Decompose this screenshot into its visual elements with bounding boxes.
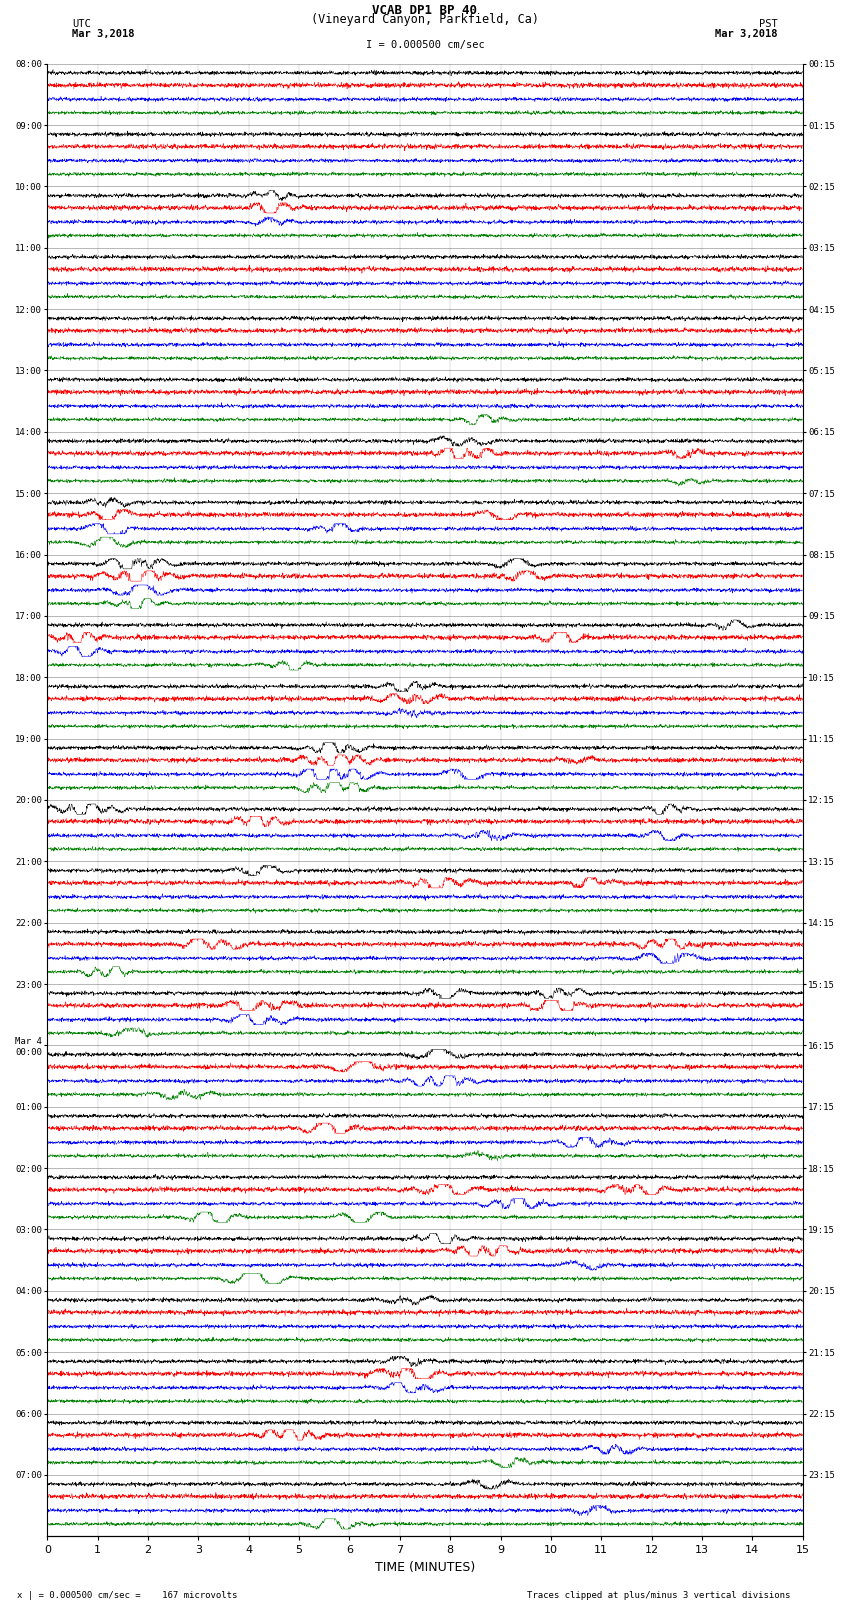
Text: I = 0.000500 cm/sec: I = 0.000500 cm/sec [366,40,484,50]
Text: Mar 3,2018: Mar 3,2018 [72,29,135,39]
Text: (Vineyard Canyon, Parkfield, Ca): (Vineyard Canyon, Parkfield, Ca) [311,13,539,26]
Text: PST: PST [759,19,778,29]
Text: Mar 3,2018: Mar 3,2018 [715,29,778,39]
Text: VCAB DP1 BP 40: VCAB DP1 BP 40 [372,5,478,18]
Text: Traces clipped at plus/minus 3 vertical divisions: Traces clipped at plus/minus 3 vertical … [527,1590,790,1600]
X-axis label: TIME (MINUTES): TIME (MINUTES) [375,1561,475,1574]
Text: x | = 0.000500 cm/sec =    167 microvolts: x | = 0.000500 cm/sec = 167 microvolts [17,1590,237,1600]
Text: UTC: UTC [72,19,91,29]
